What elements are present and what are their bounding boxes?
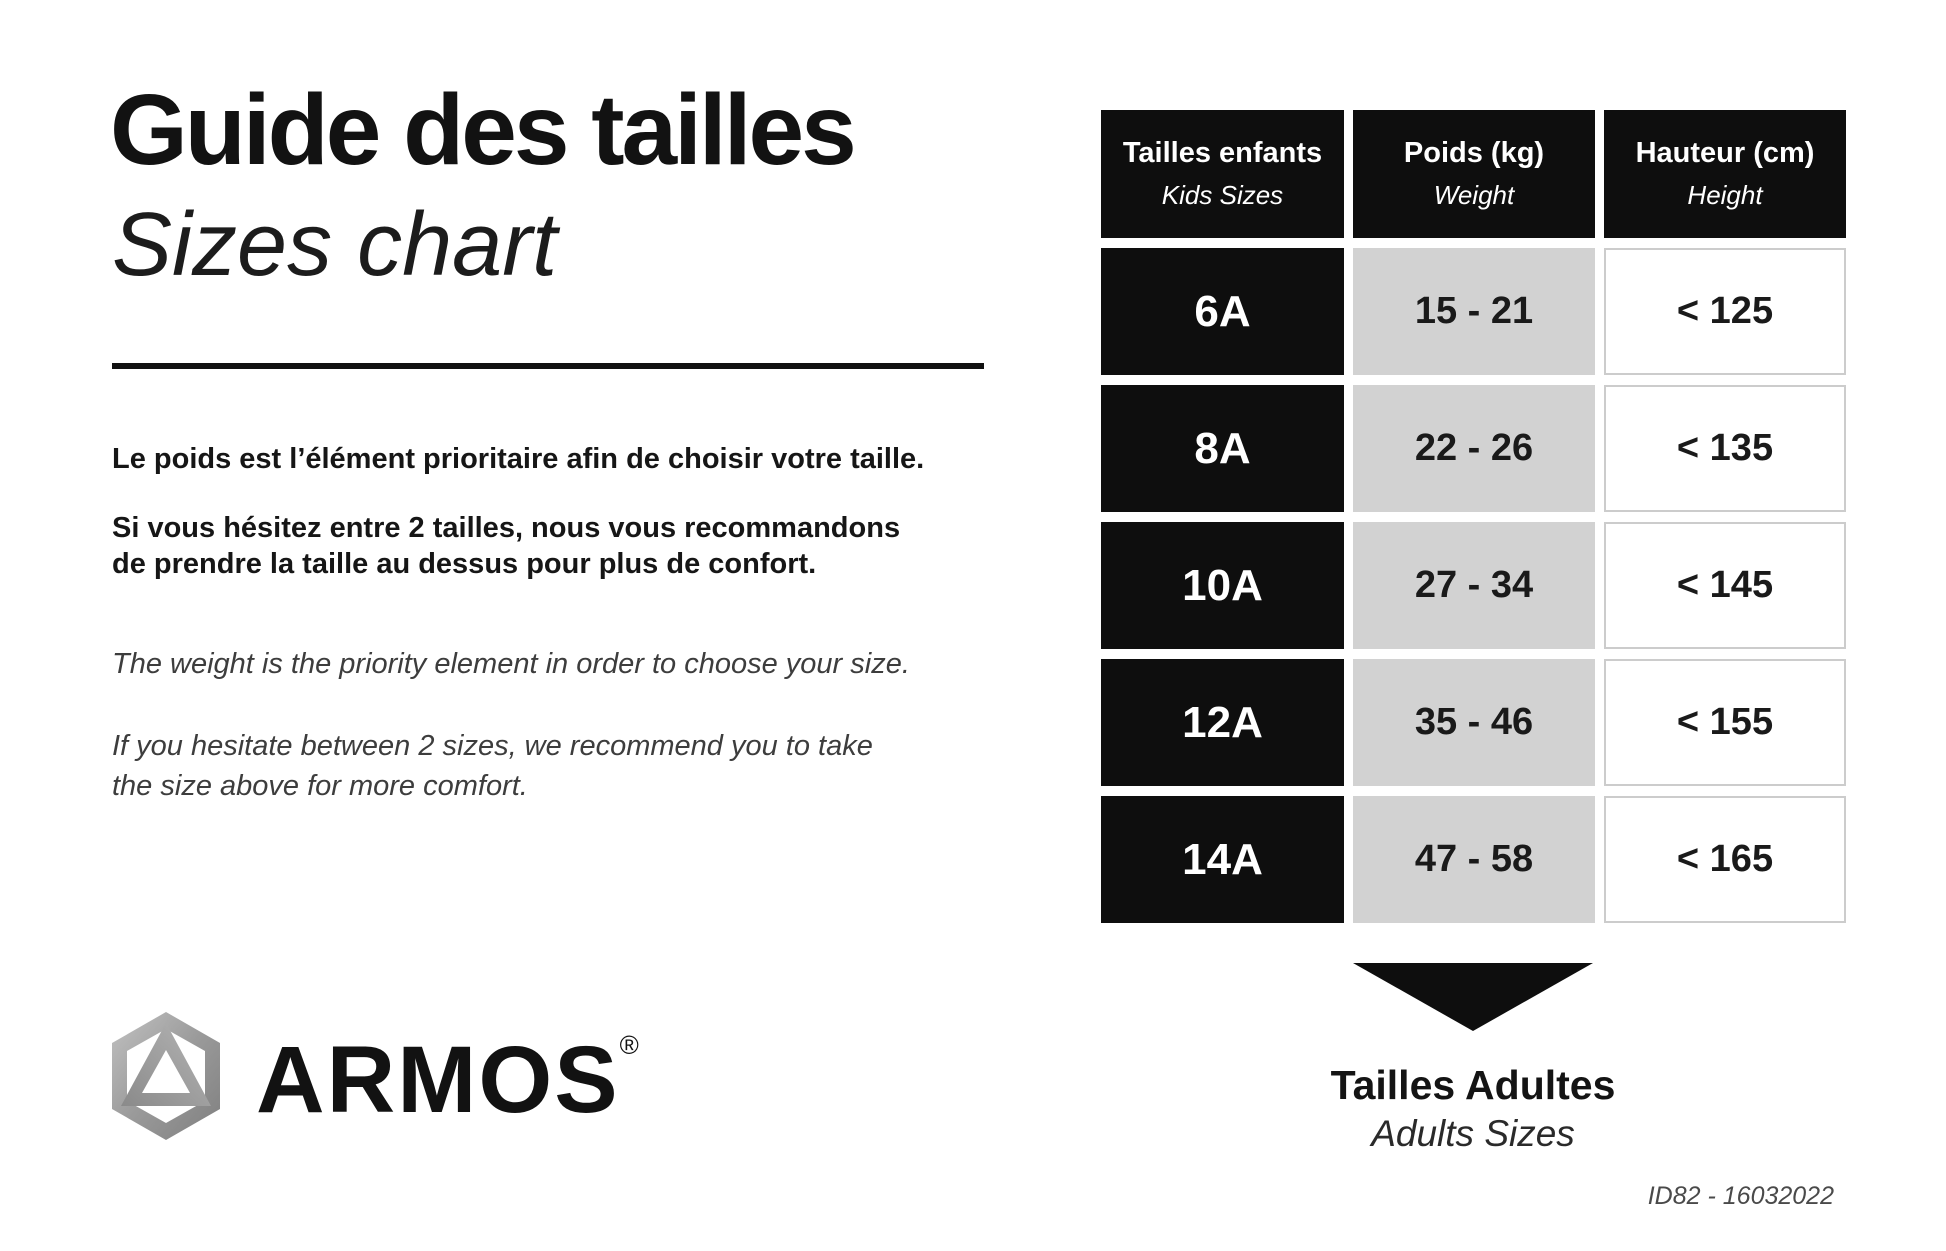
- table-cell-size: 10A: [1101, 522, 1344, 649]
- header-label-fr: Hauteur (cm): [1635, 137, 1815, 169]
- armos-hexagon-logo-icon: [112, 1012, 220, 1140]
- adults-sizes-en: Adults Sizes: [1371, 1113, 1575, 1154]
- intro-fr-priority: Le poids est l’élément prioritaire afin …: [112, 443, 925, 475]
- table-cell-height: < 135: [1604, 385, 1846, 512]
- header-label-en: Kids Sizes: [1161, 180, 1284, 210]
- table-header-kids-sizes: Tailles enfants Kids Sizes: [1101, 110, 1344, 238]
- registered-trademark-symbol: ®: [619, 1030, 639, 1060]
- table-header-weight: Poids (kg) Weight: [1353, 110, 1595, 238]
- table-cell-height: < 165: [1604, 796, 1846, 923]
- table-cell-height: < 155: [1604, 659, 1846, 786]
- intro-fr-hesitate: Si vous hésitez entre 2 tailles, nous vo…: [112, 510, 900, 582]
- arrow-down-icon: [1353, 963, 1593, 1031]
- table-cell-size: 6A: [1101, 248, 1344, 375]
- document-id: ID82 - 16032022: [1647, 1182, 1834, 1210]
- header-label-en: Height: [1687, 180, 1763, 210]
- kids-sizes-table: Tailles enfants Kids Sizes Poids (kg) We…: [1101, 110, 1846, 923]
- intro-en-hesitate-line2: the size above for more comfort.: [112, 770, 528, 802]
- header-label-fr: Tailles enfants: [1122, 137, 1323, 169]
- table-cell-size: 8A: [1101, 385, 1344, 512]
- adults-sizes-fr: Tailles Adultes: [1330, 1062, 1616, 1108]
- table-cell-height: < 125: [1604, 248, 1846, 375]
- table-header-height: Hauteur (cm) Height: [1604, 110, 1846, 238]
- adults-sizes-label: Tailles Adultes Adults Sizes: [1173, 1062, 1773, 1155]
- page-title-en: Sizes chart: [112, 195, 558, 295]
- header-label-fr: Poids (kg): [1403, 137, 1545, 169]
- table-cell-size: 12A: [1101, 659, 1344, 786]
- table-cell-weight: 22 - 26: [1353, 385, 1595, 512]
- header-label-en: Weight: [1433, 180, 1515, 210]
- intro-en-hesitate-line1: If you hesitate between 2 sizes, we reco…: [112, 730, 873, 762]
- table-cell-size: 14A: [1101, 796, 1344, 923]
- table-cell-height: < 145: [1604, 522, 1846, 649]
- brand-name-text: ARMOS: [256, 1027, 620, 1133]
- intro-en-hesitate: If you hesitate between 2 sizes, we reco…: [112, 726, 873, 806]
- divider-line: [112, 363, 984, 369]
- intro-fr-hesitate-line1: Si vous hésitez entre 2 tailles, nous vo…: [112, 512, 901, 544]
- table-cell-weight: 35 - 46: [1353, 659, 1595, 786]
- intro-fr-hesitate-line2: de prendre la taille au dessus pour plus…: [112, 548, 817, 580]
- table-cell-weight: 15 - 21: [1353, 248, 1595, 375]
- page-title-fr: Guide des tailles: [110, 74, 857, 186]
- brand-wordmark: ARMOS®: [256, 1032, 639, 1128]
- table-cell-weight: 47 - 58: [1353, 796, 1595, 923]
- table-cell-weight: 27 - 34: [1353, 522, 1595, 649]
- intro-en-priority: The weight is the priority element in or…: [112, 648, 910, 680]
- brand-block: ARMOS®: [106, 1008, 639, 1144]
